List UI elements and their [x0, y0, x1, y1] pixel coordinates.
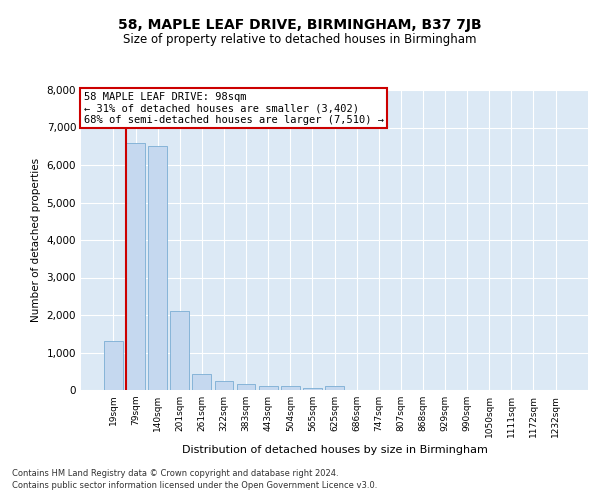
Y-axis label: Number of detached properties: Number of detached properties — [31, 158, 41, 322]
Bar — [215, 380, 233, 390]
Bar — [325, 386, 344, 390]
Text: Contains HM Land Registry data © Crown copyright and database right 2024.: Contains HM Land Registry data © Crown c… — [12, 468, 338, 477]
Text: Size of property relative to detached houses in Birmingham: Size of property relative to detached ho… — [123, 32, 477, 46]
Bar — [193, 374, 211, 390]
Bar — [126, 142, 145, 390]
Bar — [170, 311, 189, 390]
X-axis label: Distribution of detached houses by size in Birmingham: Distribution of detached houses by size … — [182, 446, 487, 456]
Bar — [303, 388, 322, 390]
Text: Contains public sector information licensed under the Open Government Licence v3: Contains public sector information licen… — [12, 481, 377, 490]
Text: 58, MAPLE LEAF DRIVE, BIRMINGHAM, B37 7JB: 58, MAPLE LEAF DRIVE, BIRMINGHAM, B37 7J… — [118, 18, 482, 32]
Bar — [259, 386, 278, 390]
Bar — [236, 384, 256, 390]
Text: 58 MAPLE LEAF DRIVE: 98sqm
← 31% of detached houses are smaller (3,402)
68% of s: 58 MAPLE LEAF DRIVE: 98sqm ← 31% of deta… — [83, 92, 383, 124]
Bar — [281, 386, 299, 390]
Bar — [104, 341, 123, 390]
Bar — [148, 146, 167, 390]
